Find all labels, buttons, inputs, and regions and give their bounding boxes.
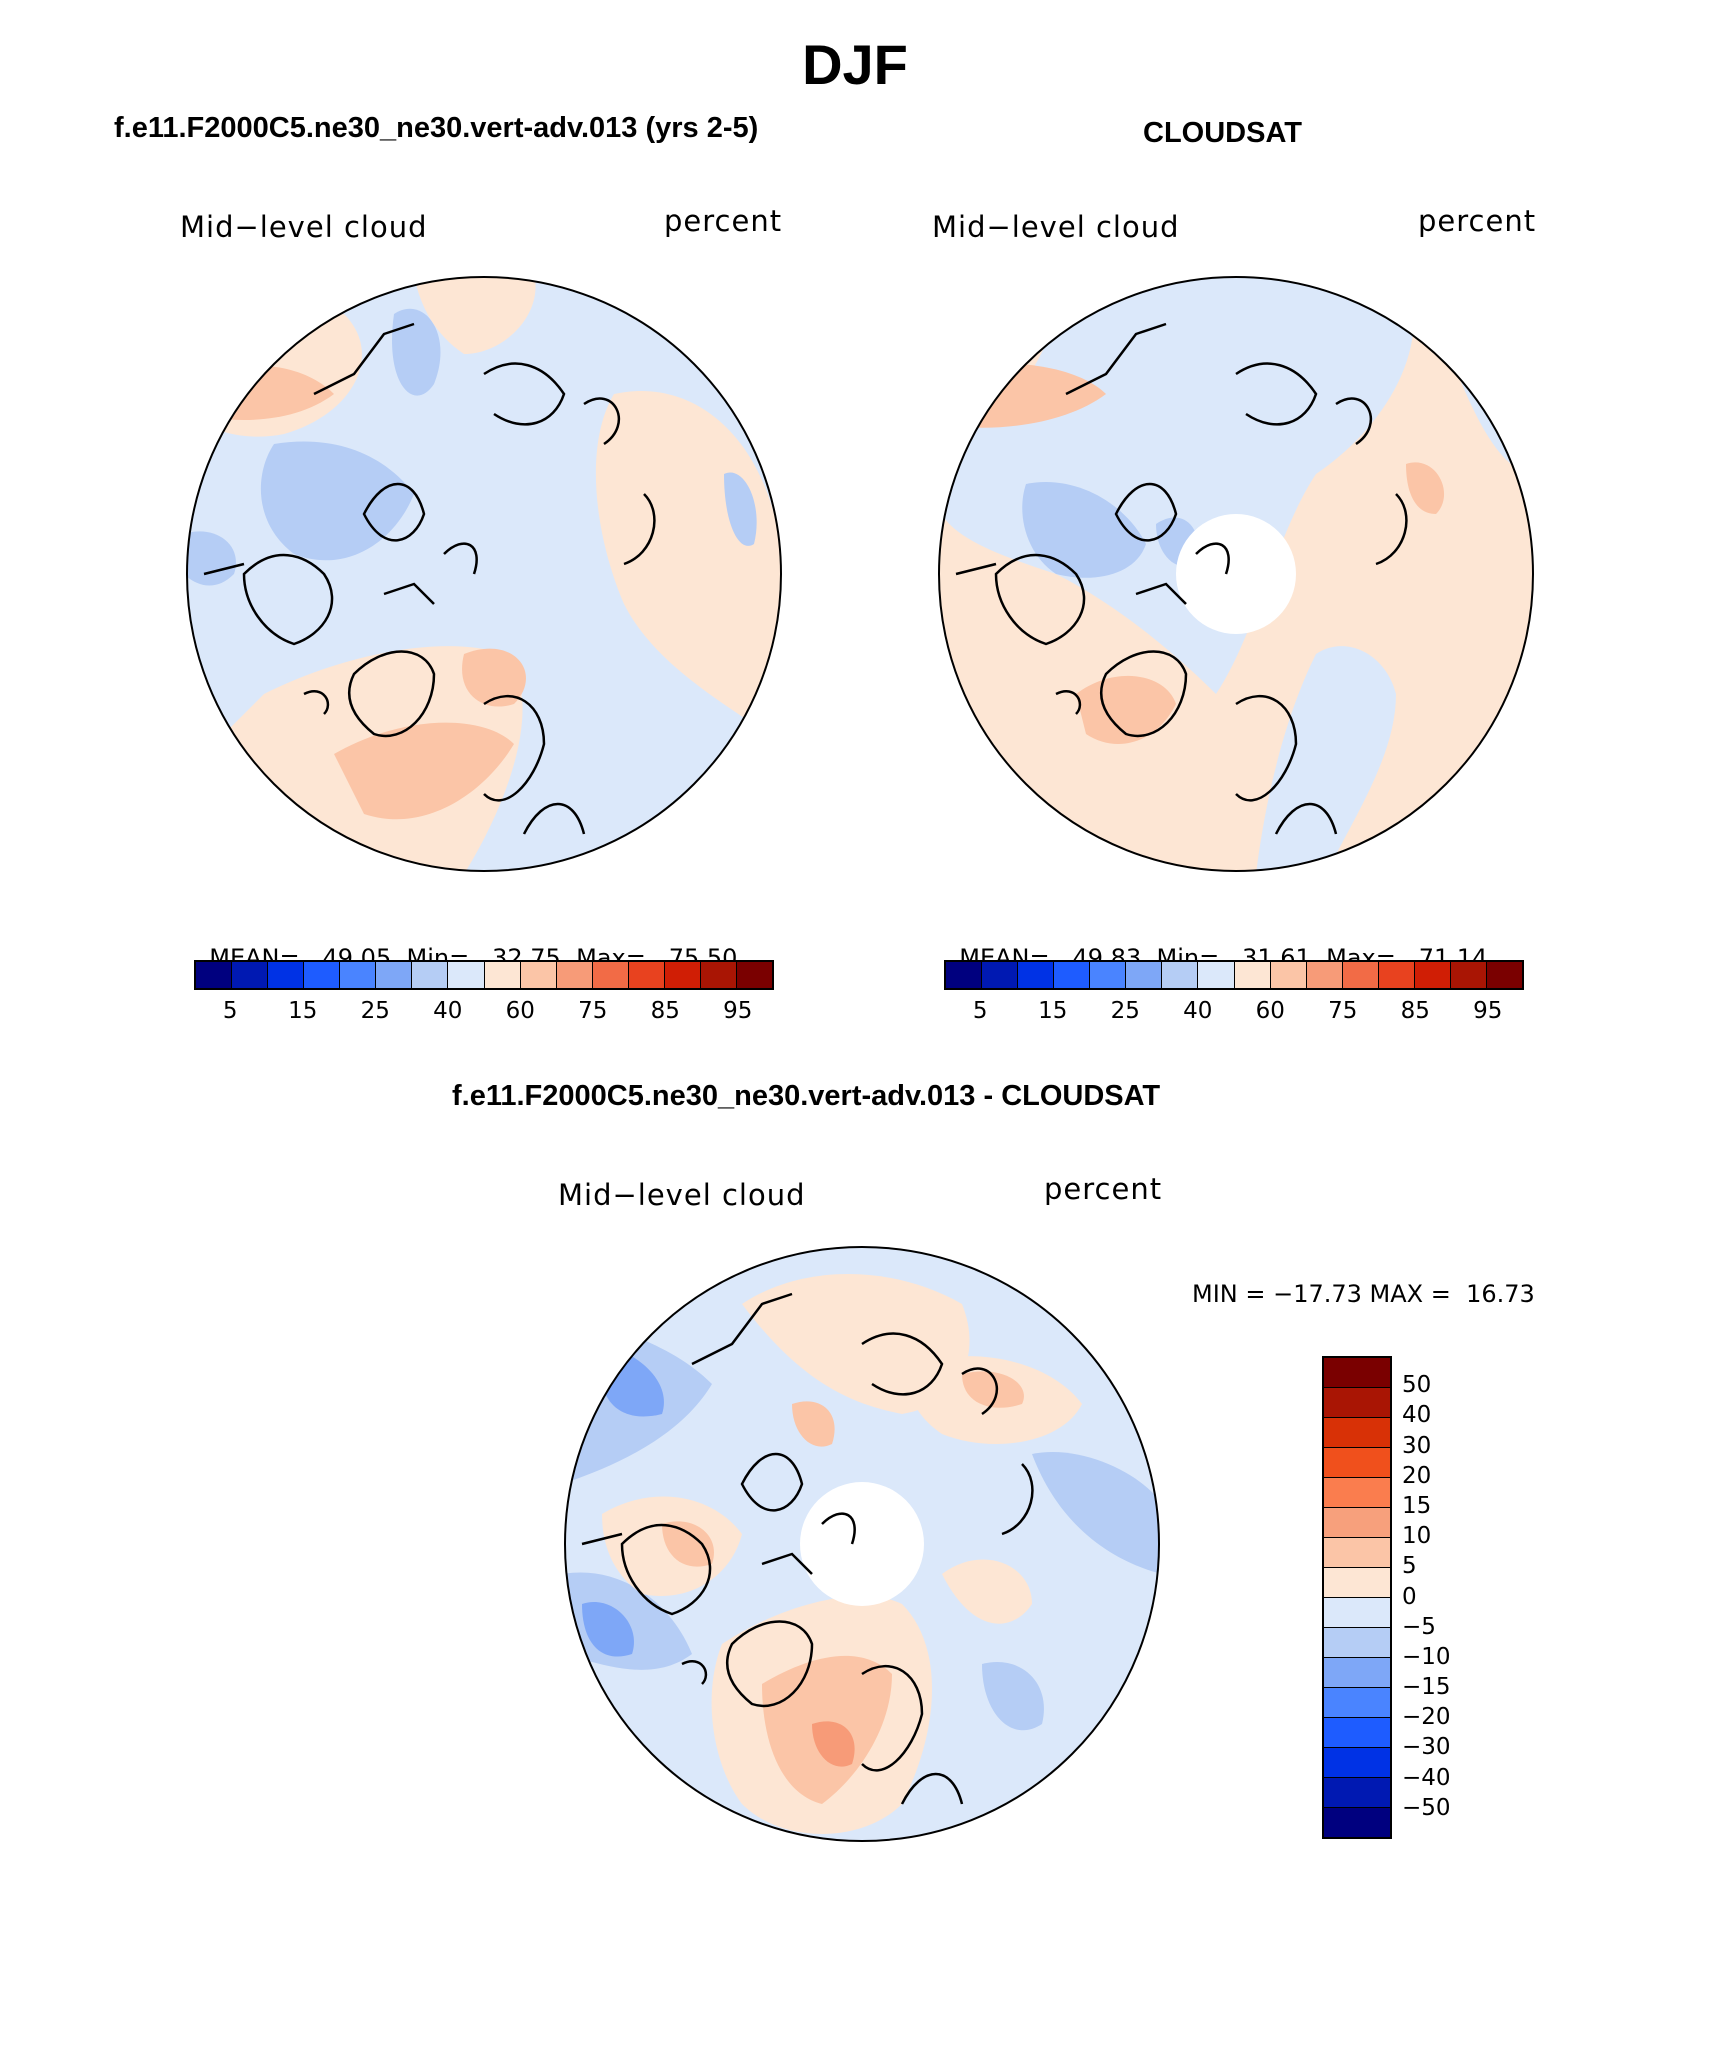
difference-colorbar-swatch xyxy=(1324,1778,1390,1808)
obs-colorbar-swatch xyxy=(1270,962,1307,988)
obs-colorbar-tick-label: 40 xyxy=(1183,998,1213,1024)
model-colorbar-ticks: 5 15 25 40 60 75 85 95 xyxy=(194,998,774,1028)
obs-colorbar-swatch xyxy=(1054,962,1091,988)
difference-colorbar-swatch xyxy=(1324,1388,1390,1418)
obs-colorbar-swatch xyxy=(1018,962,1055,988)
model-colorbar-tick-label: 40 xyxy=(433,998,463,1024)
difference-colorbar-swatch xyxy=(1324,1508,1390,1538)
model-colorbar-swatch xyxy=(268,962,305,988)
model-colorbar-tick-label: 95 xyxy=(723,998,753,1024)
obs-colorbar-swatch xyxy=(1414,962,1451,988)
obs-colorbar-swatch xyxy=(1162,962,1199,988)
model-colorbar-tick-label: 15 xyxy=(288,998,318,1024)
model-colorbar-swatch xyxy=(448,962,485,988)
model-colorbar-swatch xyxy=(196,962,233,988)
obs-colorbar-tick-label: 15 xyxy=(1038,998,1068,1024)
difference-polar-map xyxy=(564,1246,1160,1842)
model-colorbar-tick-label: 75 xyxy=(578,998,608,1024)
obs-colorbar-tick-label: 85 xyxy=(1400,998,1430,1024)
obs-colorbar-ticks: 5 15 25 40 60 75 85 95 xyxy=(944,998,1524,1028)
difference-colorbar-tick-label: 40 xyxy=(1402,1402,1432,1429)
model-colorbar-swatch xyxy=(412,962,449,988)
model-variable-label: Mid−level cloud xyxy=(180,210,428,244)
difference-colorbar-tick-label: −30 xyxy=(1402,1734,1451,1761)
obs-colorbar-swatch xyxy=(1450,962,1487,988)
model-colorbar-swatch xyxy=(664,962,701,988)
difference-colorbar-tick-label: 5 xyxy=(1402,1553,1417,1580)
difference-colorbar xyxy=(1322,1356,1392,1839)
model-colorbar-swatch xyxy=(484,962,521,988)
difference-colorbar-tick-label: −50 xyxy=(1402,1794,1451,1821)
difference-colorbar-tick-label: −40 xyxy=(1402,1764,1451,1791)
difference-colorbar-tick-label: −5 xyxy=(1402,1613,1436,1640)
model-panel-title: f.e11.F2000C5.ne30_ne30.vert-adv.013 (yr… xyxy=(114,112,759,144)
difference-colorbar-ticks: 50 40 30 20 15 10 5 0 −5 −10 −15 −20 −30 −40 −50 xyxy=(1402,1356,1482,1839)
model-colorbar-swatch xyxy=(520,962,557,988)
difference-variable-label: Mid−level cloud xyxy=(558,1178,806,1212)
difference-minmax: MIN = −17.73 MAX = 16.73 xyxy=(1192,1280,1535,1308)
model-colorbar-tick-label: 85 xyxy=(650,998,680,1024)
model-colorbar-swatch xyxy=(304,962,341,988)
obs-units-label: percent xyxy=(1418,204,1537,238)
difference-units-label: percent xyxy=(1044,1172,1163,1206)
model-colorbar-swatch xyxy=(736,962,772,988)
difference-colorbar-swatch xyxy=(1324,1418,1390,1448)
model-colorbar-tick-label: 5 xyxy=(222,998,238,1024)
obs-colorbar-swatch xyxy=(1090,962,1127,988)
difference-colorbar-tick-label: 50 xyxy=(1402,1372,1432,1399)
model-colorbar-swatch xyxy=(700,962,737,988)
model-colorbar-swatch xyxy=(592,962,629,988)
difference-colorbar-swatch xyxy=(1324,1748,1390,1778)
difference-panel-title: f.e11.F2000C5.ne30_ne30.vert-adv.013 - C… xyxy=(452,1080,1161,1112)
difference-colorbar-tick-label: 20 xyxy=(1402,1462,1432,1489)
model-colorbar-swatch xyxy=(556,962,593,988)
difference-colorbar-tick-label: 15 xyxy=(1402,1492,1432,1519)
difference-colorbar-tick-label: 0 xyxy=(1402,1583,1417,1610)
obs-colorbar-swatch xyxy=(946,962,983,988)
obs-colorbar xyxy=(944,960,1524,990)
obs-colorbar-swatch xyxy=(1342,962,1379,988)
obs-colorbar-swatch xyxy=(1486,962,1522,988)
obs-colorbar-swatch xyxy=(982,962,1019,988)
difference-colorbar-tick-label: −20 xyxy=(1402,1704,1451,1731)
obs-colorbar-tick-label: 5 xyxy=(972,998,988,1024)
model-colorbar-tick-label: 60 xyxy=(505,998,535,1024)
model-polar-map xyxy=(186,276,782,872)
obs-colorbar-swatch xyxy=(1234,962,1271,988)
obs-colorbar-swatch xyxy=(1378,962,1415,988)
difference-colorbar-swatch xyxy=(1324,1658,1390,1688)
model-colorbar-swatch xyxy=(376,962,413,988)
obs-colorbar-tick-label: 60 xyxy=(1255,998,1285,1024)
difference-colorbar-swatch xyxy=(1324,1688,1390,1718)
difference-colorbar-swatch xyxy=(1324,1718,1390,1748)
difference-colorbar-tick-label: −15 xyxy=(1402,1674,1451,1701)
difference-colorbar-swatch xyxy=(1324,1598,1390,1628)
difference-colorbar-swatch xyxy=(1324,1448,1390,1478)
model-colorbar xyxy=(194,960,774,990)
difference-colorbar-swatch xyxy=(1324,1358,1390,1388)
difference-colorbar-swatch xyxy=(1324,1808,1390,1837)
page-title: DJF xyxy=(802,33,908,96)
obs-polar-map xyxy=(938,276,1534,872)
obs-colorbar-tick-label: 95 xyxy=(1473,998,1503,1024)
obs-colorbar-swatch xyxy=(1306,962,1343,988)
difference-colorbar-swatch xyxy=(1324,1568,1390,1598)
obs-colorbar-swatch xyxy=(1126,962,1163,988)
difference-colorbar-tick-label: 30 xyxy=(1402,1432,1432,1459)
difference-colorbar-swatch xyxy=(1324,1478,1390,1508)
obs-variable-label: Mid−level cloud xyxy=(932,210,1180,244)
model-colorbar-swatch xyxy=(628,962,665,988)
model-colorbar-tick-label: 25 xyxy=(360,998,390,1024)
model-units-label: percent xyxy=(664,204,783,238)
model-colorbar-swatch xyxy=(340,962,377,988)
model-colorbar-swatch xyxy=(232,962,269,988)
obs-colorbar-tick-label: 75 xyxy=(1328,998,1358,1024)
difference-colorbar-tick-label: −10 xyxy=(1402,1643,1451,1670)
obs-panel-title: CLOUDSAT xyxy=(1143,117,1302,149)
difference-colorbar-tick-label: 10 xyxy=(1402,1523,1432,1550)
difference-colorbar-swatch xyxy=(1324,1538,1390,1568)
obs-colorbar-swatch xyxy=(1198,962,1235,988)
obs-colorbar-tick-label: 25 xyxy=(1110,998,1140,1024)
difference-colorbar-swatch xyxy=(1324,1628,1390,1658)
